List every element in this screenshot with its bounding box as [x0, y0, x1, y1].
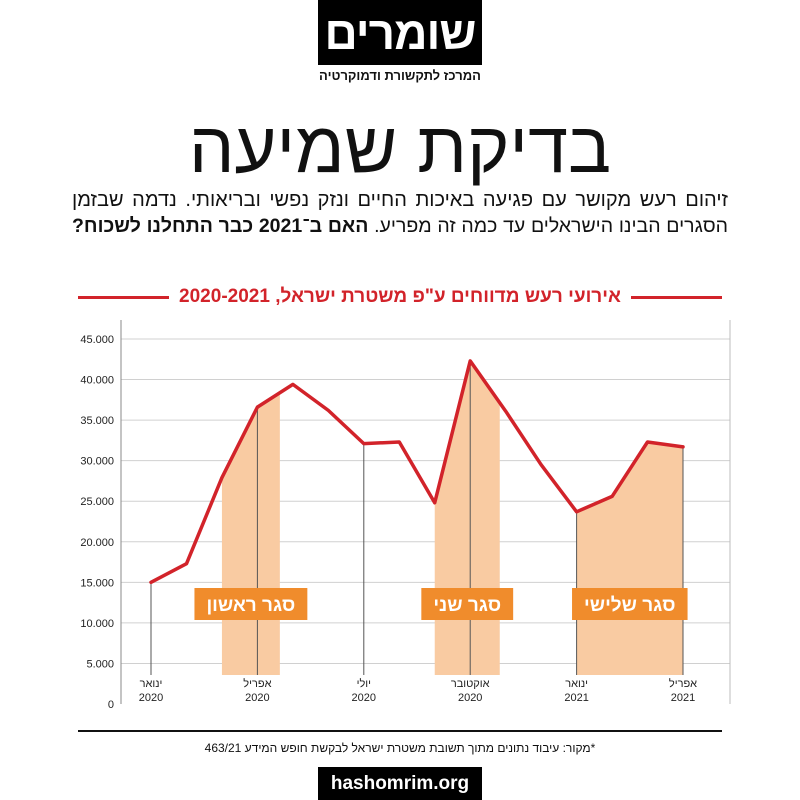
- x-tick-year-label: 2020: [245, 692, 269, 704]
- intro-line-2: הסגרים הבינו הישראלים עד כמה זה מפריע. ה…: [72, 213, 728, 239]
- y-tick-label: 35.000: [80, 415, 114, 427]
- x-tick-month-label: יולי: [357, 677, 371, 690]
- intro-question: האם ב־2021 כבר התחלנו לשכוח?: [72, 215, 369, 237]
- logo-wordmark: שומרים: [324, 6, 477, 59]
- footer-url: hashomrim.org: [330, 773, 470, 794]
- intro-statement: הסגרים הבינו הישראלים עד כמה זה מפריע.: [374, 215, 728, 237]
- chart-title-rule-left: [78, 295, 170, 299]
- intro-line-1: זיהום רעש מקושר עם פגיעה באיכות החיים ונ…: [72, 189, 728, 211]
- x-tick-year-label: 2020: [352, 692, 376, 704]
- x-tick-year-label: 2021: [671, 692, 695, 704]
- lockdown-label-text: סגר שלישי: [584, 595, 676, 616]
- lockdown-label: סגר שני: [421, 588, 514, 620]
- lockdown-label-box: [572, 588, 688, 620]
- y-tick-label: 0: [108, 699, 114, 711]
- lockdown-label: סגר שלישי: [572, 588, 688, 620]
- x-tick-year-label: 2020: [139, 692, 163, 704]
- logo-tagline: המרכז לתקשורת ודמוקרטיה: [319, 68, 481, 83]
- x-tick-month-label: ינואר: [140, 678, 163, 690]
- x-tick-month-label: אוקטובר: [451, 678, 490, 690]
- lockdown-label-box: [194, 588, 308, 620]
- footer-url-box: hashomrim.org: [318, 767, 482, 800]
- page-title: בדיקת שמיעה: [188, 108, 612, 188]
- x-tick-month-label: ינואר: [565, 678, 588, 690]
- lockdown-label-text: סגר שני: [433, 595, 501, 616]
- chart-title: אירועי רעש מדווחים ע"פ משטרת ישראל, 2020…: [179, 286, 621, 307]
- logo: שומרים: [318, 0, 482, 65]
- chart-title-rule-right: [630, 295, 722, 299]
- x-tick-year-label: 2020: [458, 692, 482, 704]
- chart-title-row: אירועי רעש מדווחים ע"פ משטרת ישראל, 2020…: [78, 286, 722, 308]
- footer-divider: [78, 730, 722, 732]
- y-tick-label: 15.000: [80, 577, 114, 589]
- source-note: *מקור: עיבוד נתונים מתוך תשובת משטרת ישר…: [204, 741, 596, 755]
- y-tick-label: 5.000: [86, 658, 114, 670]
- noise-events-line-chart: 0 5.000 10.000 15.000 20.000 25.000 30.000 35.0…: [80, 320, 731, 711]
- x-tick-month-label: אפריל: [243, 677, 271, 690]
- y-tick-label: 10.000: [80, 618, 114, 630]
- lockdown-label: סגר ראשון: [194, 588, 308, 620]
- lockdown-label-text: סגר ראשון: [206, 595, 295, 616]
- x-tick-month-label: אפריל: [669, 677, 697, 690]
- y-tick-label: 30.000: [80, 456, 114, 468]
- y-tick-label: 45.000: [80, 334, 114, 346]
- x-tick-year-label: 2021: [564, 692, 588, 704]
- noise-events-series-line: [149, 359, 685, 585]
- y-tick-label: 20.000: [80, 537, 114, 549]
- y-tick-label: 40.000: [80, 375, 114, 387]
- y-tick-label: 25.000: [80, 496, 114, 508]
- lockdown-label-box: [421, 588, 514, 620]
